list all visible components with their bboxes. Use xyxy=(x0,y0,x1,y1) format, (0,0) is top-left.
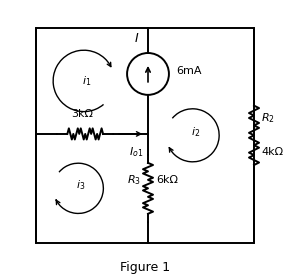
Text: $I_{o1}$: $I_{o1}$ xyxy=(129,145,143,159)
Text: 4kΩ: 4kΩ xyxy=(261,147,283,157)
Text: $i_1$: $i_1$ xyxy=(82,74,91,88)
Text: 6mA: 6mA xyxy=(176,66,201,76)
Text: 3kΩ: 3kΩ xyxy=(71,109,94,119)
Text: $i_2$: $i_2$ xyxy=(191,126,200,140)
Text: $i_3$: $i_3$ xyxy=(76,179,86,193)
Text: $R_3$: $R_3$ xyxy=(127,173,141,187)
Text: $R_2$: $R_2$ xyxy=(261,112,275,126)
Text: $I$: $I$ xyxy=(134,32,139,45)
Text: Figure 1: Figure 1 xyxy=(120,261,170,274)
Text: 6kΩ: 6kΩ xyxy=(156,175,178,185)
